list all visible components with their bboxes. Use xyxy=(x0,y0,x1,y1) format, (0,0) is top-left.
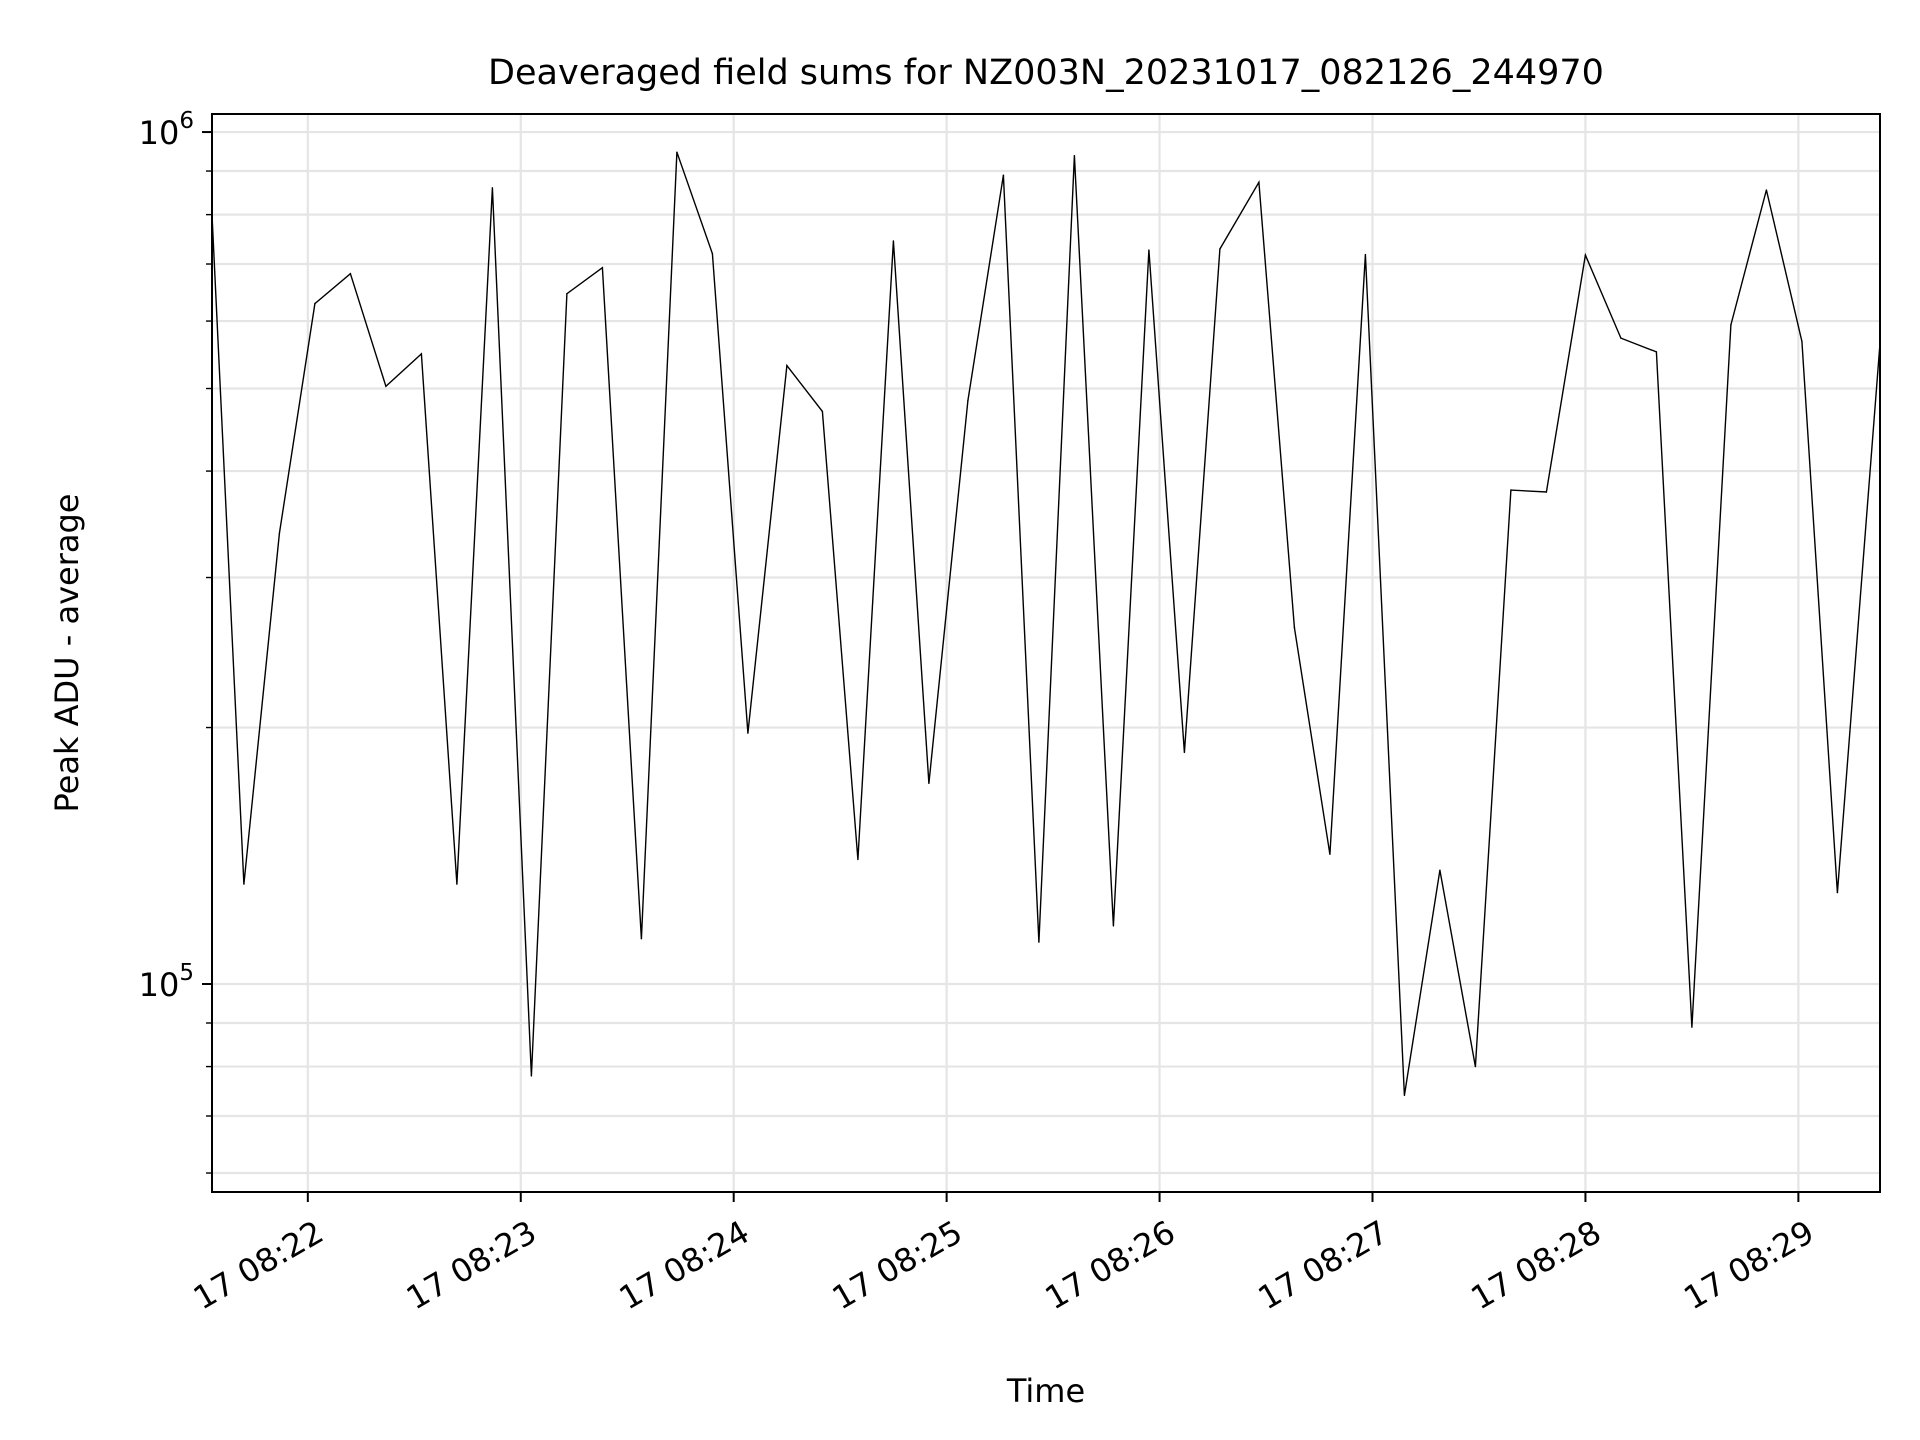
data-point xyxy=(928,782,930,785)
x-tick-label: 17 08:26 xyxy=(1039,1213,1182,1317)
grid xyxy=(212,114,1880,1192)
data-point xyxy=(786,364,788,367)
x-tick-label: 17 08:22 xyxy=(187,1213,330,1317)
data-point xyxy=(967,399,969,402)
chart-title: Deaveraged field sums for NZ003N_2023101… xyxy=(488,53,1604,93)
data-point xyxy=(1219,248,1221,250)
y-tick-exponent: 6 xyxy=(179,108,194,134)
x-tick-label: 17 08:27 xyxy=(1252,1213,1395,1317)
x-tick-label: 17 08:23 xyxy=(400,1213,543,1317)
data-point xyxy=(1836,891,1839,894)
data-point xyxy=(747,732,749,734)
data-point xyxy=(314,302,316,305)
data-point xyxy=(1073,155,1076,157)
data-point xyxy=(1801,340,1803,343)
data-point xyxy=(1439,869,1441,871)
data-point xyxy=(1364,253,1367,256)
data-point xyxy=(892,240,895,242)
data-point xyxy=(1112,925,1115,927)
data-point xyxy=(711,252,714,255)
data-point xyxy=(1545,491,1548,493)
x-tick-label: 17 08:24 xyxy=(613,1213,756,1317)
series-layer xyxy=(211,151,1881,1097)
y-tick-base: 10 xyxy=(139,966,180,1004)
y-tick-label: 106 xyxy=(139,108,194,152)
series-line xyxy=(211,151,1881,1096)
x-tick-label: 17 08:29 xyxy=(1677,1213,1820,1317)
data-point xyxy=(640,938,643,940)
data-point xyxy=(566,293,568,295)
data-point xyxy=(491,187,494,189)
data-point xyxy=(1183,751,1186,754)
y-axis-label: Peak ADU - average xyxy=(48,494,86,813)
data-point xyxy=(1620,337,1622,339)
data-point xyxy=(243,883,245,885)
data-point xyxy=(1730,324,1732,326)
x-axis-label: Time xyxy=(1006,1372,1085,1410)
data-point xyxy=(349,272,352,275)
data-point xyxy=(278,532,281,535)
data-point xyxy=(456,883,458,885)
data-point xyxy=(530,1075,533,1077)
y-tick-base: 10 xyxy=(139,114,180,152)
data-point xyxy=(1258,181,1260,184)
data-point xyxy=(1002,174,1005,176)
x-tick-label: 17 08:25 xyxy=(826,1213,969,1317)
data-point xyxy=(1403,1094,1406,1097)
data-point xyxy=(601,267,604,269)
x-tick-label: 17 08:28 xyxy=(1465,1213,1608,1317)
data-point xyxy=(1510,489,1512,491)
data-point xyxy=(1691,1026,1693,1028)
y-tick-exponent: 5 xyxy=(179,960,194,986)
data-point xyxy=(1474,1065,1477,1068)
data-point xyxy=(857,858,859,861)
data-point xyxy=(420,353,423,355)
y-tick-label: 105 xyxy=(139,960,194,1004)
plot-frame xyxy=(211,113,1881,1193)
data-point xyxy=(1655,351,1658,353)
data-point xyxy=(1293,626,1296,629)
data-point xyxy=(1329,853,1331,855)
data-point xyxy=(1765,189,1768,191)
data-point xyxy=(1584,254,1587,256)
data-point xyxy=(1148,249,1150,251)
data-point xyxy=(1038,941,1040,943)
data-point xyxy=(821,410,824,413)
data-point xyxy=(676,151,678,153)
data-point xyxy=(385,385,387,388)
